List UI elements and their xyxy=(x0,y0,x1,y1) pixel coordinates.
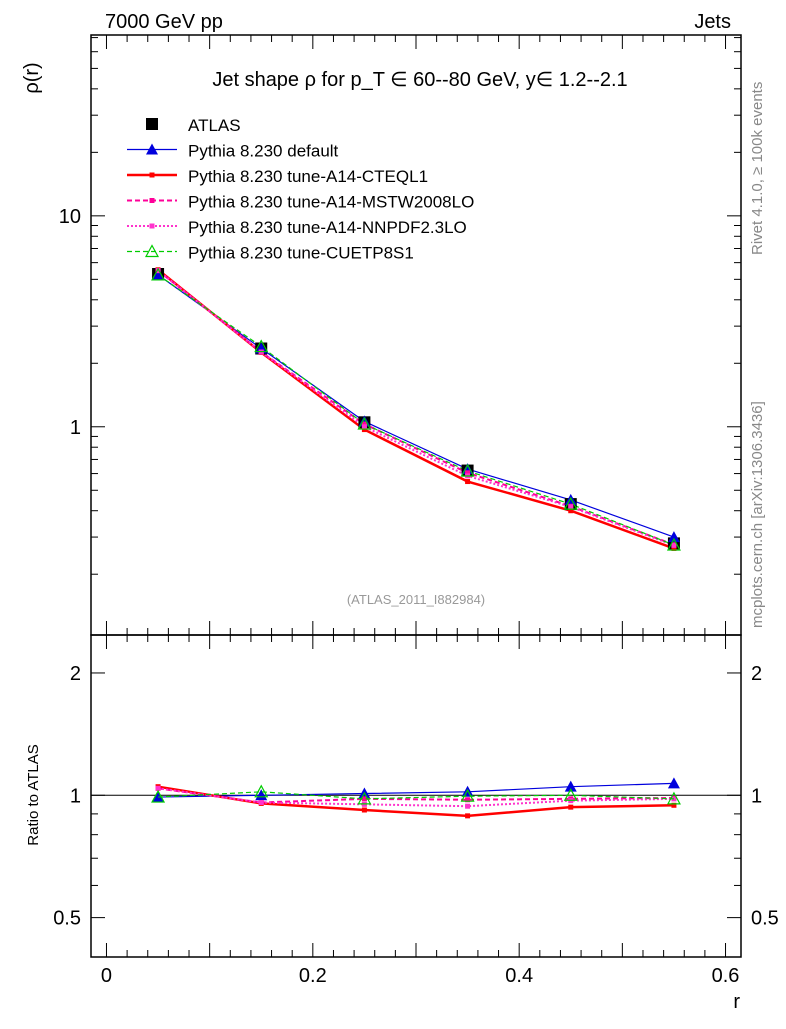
chart-title: Jet shape ρ for p_T ∈ 60--80 GeV, y∈ 1.2… xyxy=(212,69,627,91)
ratio-point-2 xyxy=(361,807,367,813)
ratio-y-tick-label: 0.5 xyxy=(53,908,81,930)
ratio-point-3 xyxy=(465,797,471,803)
ratio-point-5 xyxy=(666,791,681,805)
legend-label: Pythia 8.230 default xyxy=(188,142,339,161)
y-tick-label: 1 xyxy=(70,417,81,439)
ratio-point-2 xyxy=(465,813,471,819)
series-line-4 xyxy=(157,269,675,547)
mcplots-label: mcplots.cern.ch [arXiv:1306.3436] xyxy=(749,401,766,628)
x-tick-label: 0.2 xyxy=(299,965,327,987)
data-point-4 xyxy=(671,542,677,548)
ratio-line-5 xyxy=(158,791,674,800)
series-line-5 xyxy=(157,274,675,546)
data-point-5 xyxy=(254,339,269,353)
legend-marker xyxy=(149,198,155,203)
legend-label: Pythia 8.230 tune-CUETP8S1 xyxy=(188,244,414,263)
ratio-y-tick-label: 1 xyxy=(70,785,81,807)
x-tick-label: 0 xyxy=(101,965,112,987)
data-point-5 xyxy=(357,416,372,430)
ratio-point-5 xyxy=(460,788,475,802)
ratio-point-1 xyxy=(255,789,268,801)
ratio-point-4 xyxy=(155,785,161,791)
x-tick-label: 0.6 xyxy=(712,965,740,987)
ratio-point-5 xyxy=(151,789,166,803)
ratio-y-tick-label-right: 0.5 xyxy=(751,908,779,930)
ratio-point-5 xyxy=(357,791,372,805)
ratio-point-2 xyxy=(568,804,574,810)
series-line-2 xyxy=(157,268,675,550)
legend-label: Pythia 8.230 tune-A14-NNPDF2.3LO xyxy=(188,218,467,237)
ratio-line-3 xyxy=(157,787,674,804)
legend-label: ATLAS xyxy=(188,116,241,135)
data-point-4 xyxy=(568,504,574,510)
header-right: Jets xyxy=(694,11,731,33)
data-point-5 xyxy=(151,267,166,281)
ratio-line-2 xyxy=(157,785,674,818)
x-tick-label: 0.4 xyxy=(505,965,533,987)
data-point-5 xyxy=(666,537,681,551)
ratio-point-1 xyxy=(564,780,577,792)
data-point-3 xyxy=(465,470,471,476)
legend-marker xyxy=(146,143,158,155)
legend-label: Pythia 8.230 tune-A14-CTEQL1 xyxy=(188,167,428,186)
series-line-1 xyxy=(157,274,675,538)
legend-marker xyxy=(149,223,155,229)
ratio-y-tick-label: 2 xyxy=(70,663,81,685)
data-point-2 xyxy=(465,479,471,485)
analysis-watermark: (ATLAS_2011_I882984) xyxy=(347,592,485,607)
ratio-y-tick-label-right: 2 xyxy=(751,663,762,685)
data-point-2 xyxy=(671,545,677,551)
data-point-4 xyxy=(155,268,161,274)
data-point-2 xyxy=(568,508,574,514)
y-tick-label: 10 xyxy=(59,206,81,228)
header-left: 7000 GeV pp xyxy=(105,11,223,33)
data-point-5 xyxy=(460,463,475,477)
data-point-4 xyxy=(361,424,367,430)
rivet-label: Rivet 4.1.0, ≥ 100k events xyxy=(749,82,766,255)
data-point-1 xyxy=(667,531,680,543)
data-point-1 xyxy=(152,268,165,280)
ratio-y-axis-label: Ratio to ATLAS xyxy=(25,744,42,845)
series-line-3 xyxy=(157,269,675,546)
ratio-point-1 xyxy=(667,777,680,789)
ratio-point-5 xyxy=(254,784,269,798)
ratio-y-tick-label-right: 1 xyxy=(751,785,762,807)
data-point-5 xyxy=(563,496,578,510)
legend-marker xyxy=(144,244,160,258)
ratio-line-1 xyxy=(158,782,674,798)
data-point-1 xyxy=(255,342,268,354)
legend-label: Pythia 8.230 tune-A14-MSTW2008LO xyxy=(188,193,474,212)
legend-marker xyxy=(149,172,155,178)
ratio-point-5 xyxy=(563,788,578,801)
x-axis-label: r xyxy=(733,991,740,1013)
ratio-point-2 xyxy=(671,802,677,808)
ratio-point-3 xyxy=(361,796,367,802)
y-axis-label: ρ(r) xyxy=(21,62,43,93)
data-point-1 xyxy=(564,493,577,505)
ratio-point-4 xyxy=(258,799,264,805)
legend-marker xyxy=(146,118,158,130)
ratio-point-4 xyxy=(465,803,471,809)
data-point-3 xyxy=(361,421,367,427)
